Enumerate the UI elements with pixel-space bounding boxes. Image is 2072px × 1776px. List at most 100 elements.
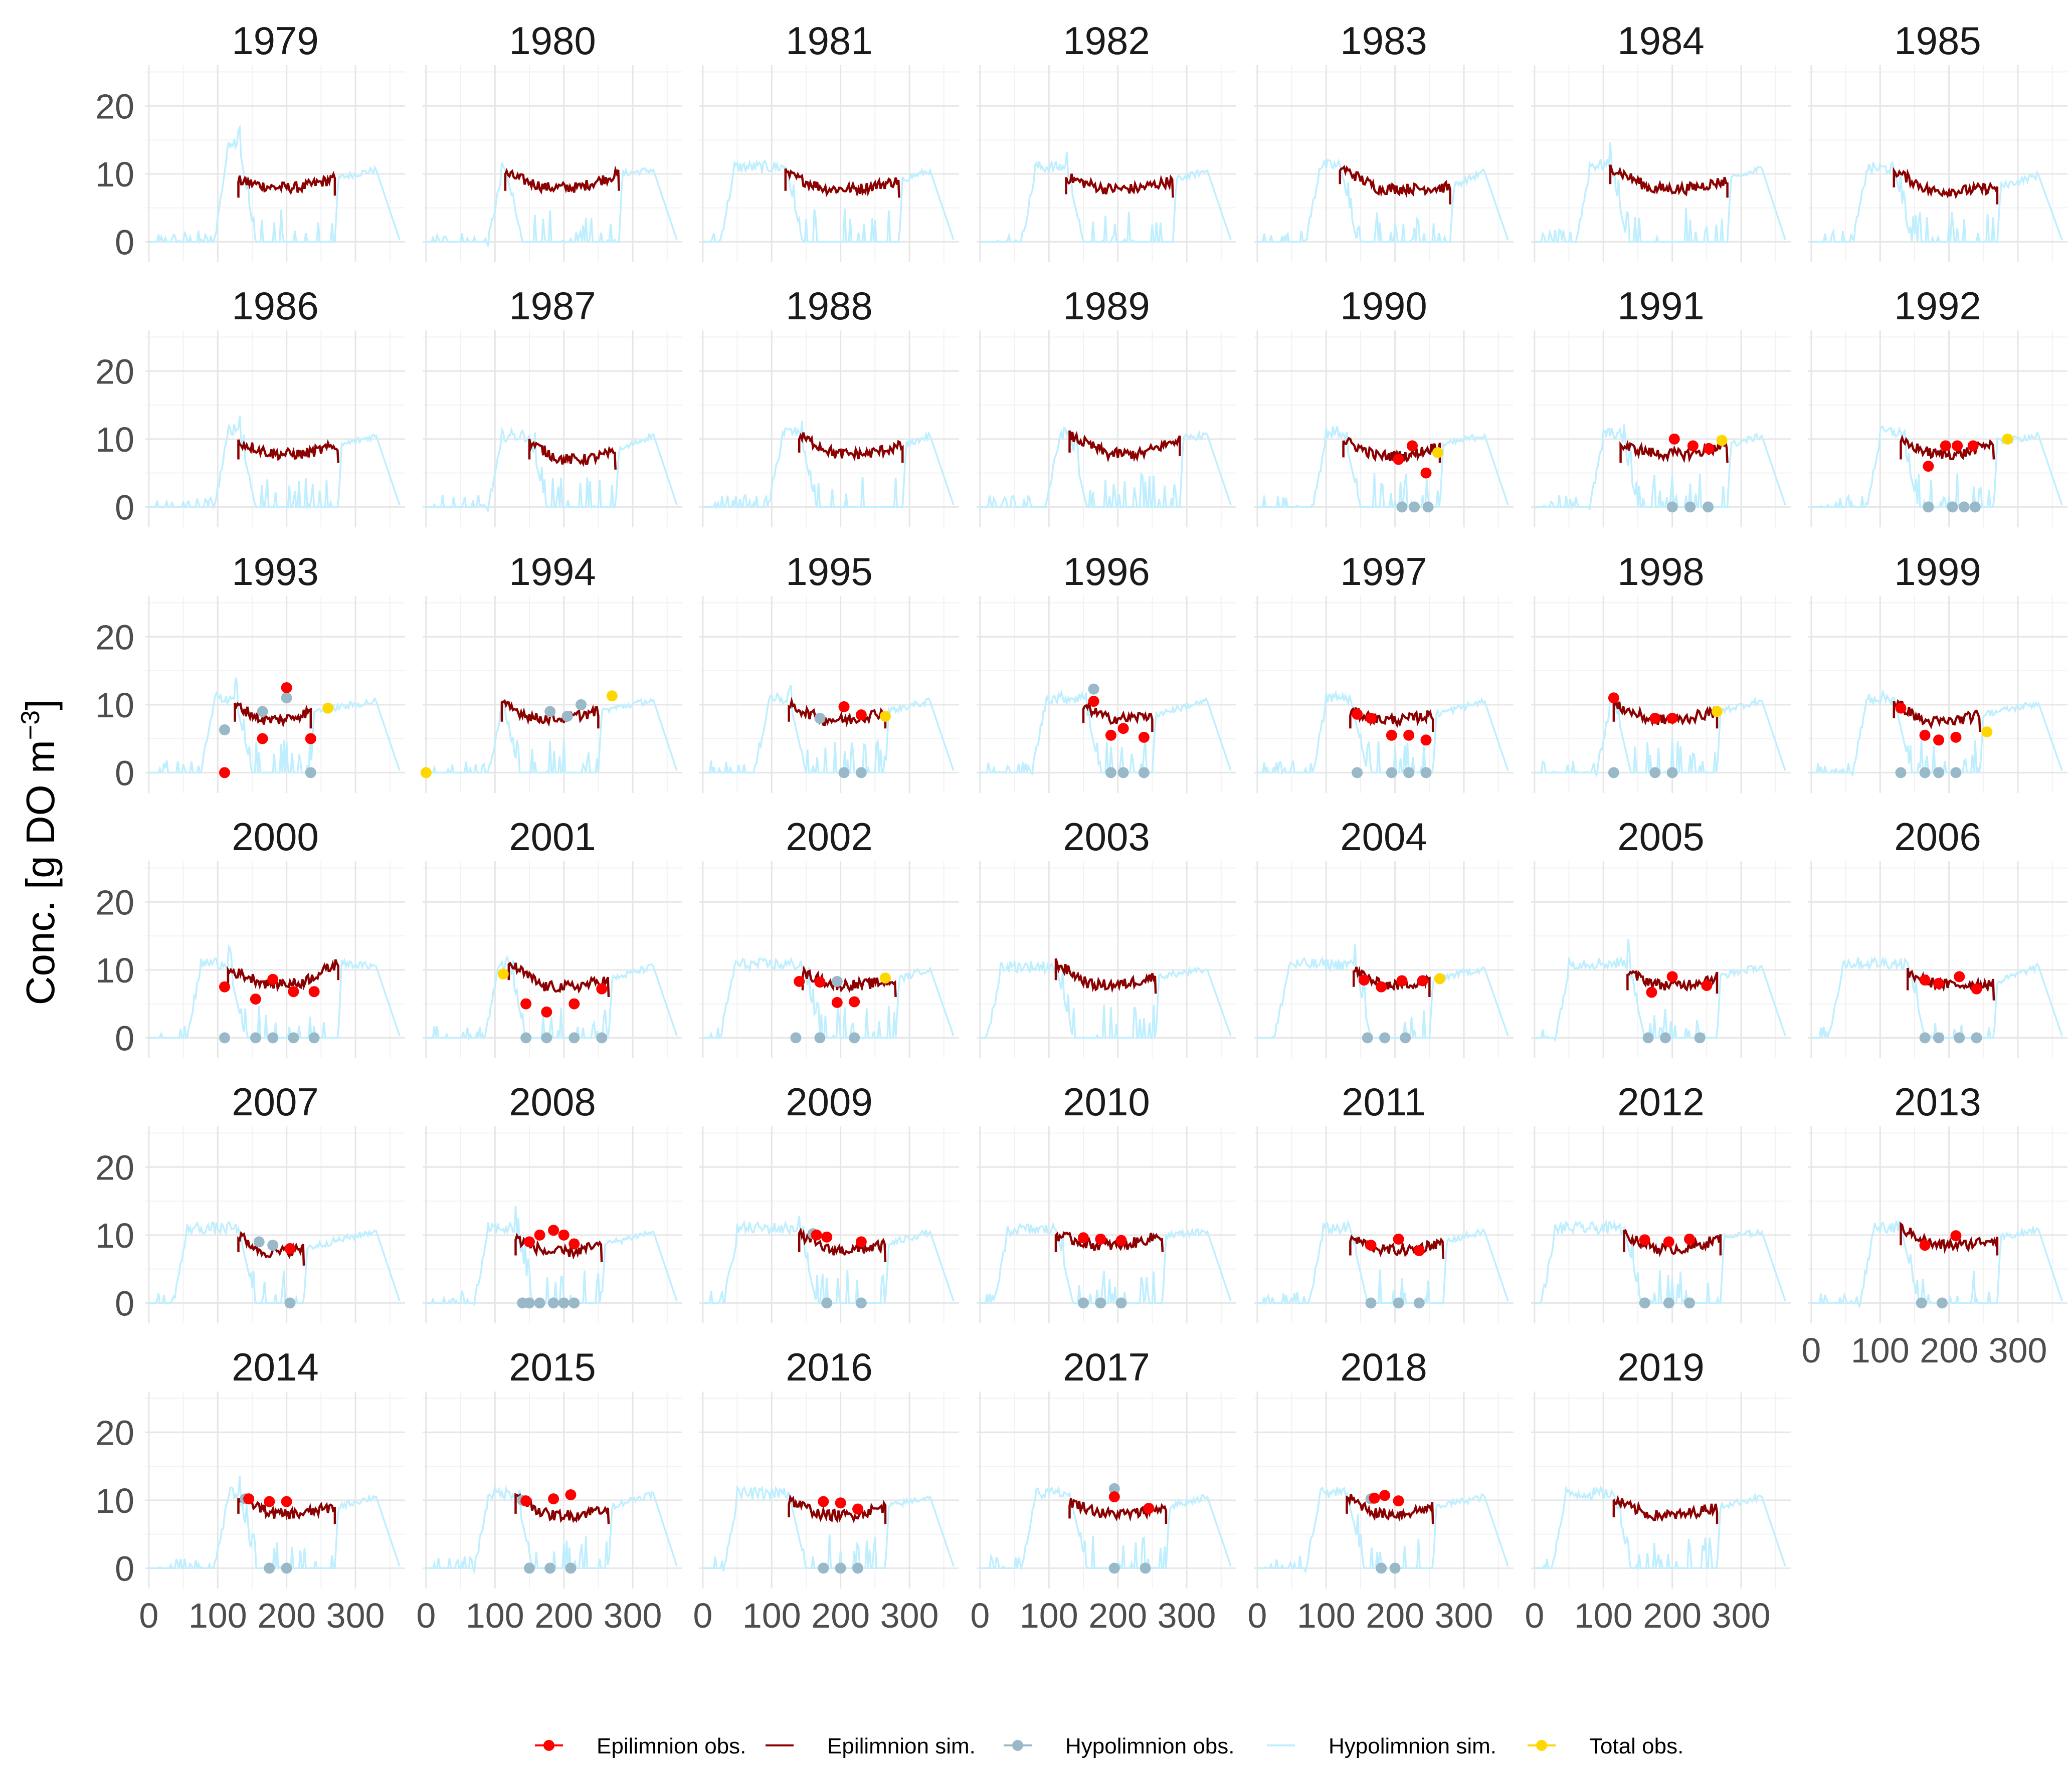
panel-grid <box>423 596 682 793</box>
epilimnion-sim-line <box>784 168 900 198</box>
epilimnion-obs-point <box>1117 723 1129 734</box>
hypolimnion-obs-point <box>267 1240 279 1251</box>
hypolimnion-obs-point <box>1694 1032 1706 1044</box>
epilimnion-obs-point <box>855 709 867 721</box>
facet-title: 1994 <box>509 549 596 594</box>
y-tick-label: 0 <box>115 1549 134 1588</box>
facet-title: 2001 <box>509 815 596 859</box>
hypolimnion-obs-point <box>1895 767 1907 778</box>
epilimnion-sim-line <box>1054 1231 1164 1252</box>
facet-panel-1992: 1992 <box>1808 284 2067 527</box>
epilimnion-sim-line <box>237 1494 336 1524</box>
panel-grid <box>977 65 1236 262</box>
total-obs-point <box>879 710 891 722</box>
facet-panel-1996: 1996 <box>977 549 1236 793</box>
hypolimnion-obs-point <box>1389 1562 1401 1574</box>
epilimnion-obs-point <box>1396 975 1408 986</box>
hypolimnion-sim-line <box>702 956 955 1040</box>
hypolimnion-obs-point <box>1376 1562 1387 1574</box>
x-tick-label: 300 <box>326 1596 385 1635</box>
hypolimnion-sim-line <box>1534 1219 1786 1306</box>
hypolimnion-obs-point <box>1386 767 1397 778</box>
epilimnion-sim-line <box>1900 434 1995 460</box>
epilimnion-sim-line <box>1082 699 1154 732</box>
hypolimnion-obs-point <box>534 1297 545 1309</box>
epilimnion-obs-point <box>1376 981 1387 993</box>
epilimnion-obs-point <box>1954 971 1965 982</box>
epilimnion-sim-line <box>1346 1494 1434 1524</box>
epilimnion-obs-point <box>288 986 299 998</box>
facet-title: 1987 <box>509 284 596 328</box>
y-axis-title-main: Conc. [g DO m <box>18 740 63 1005</box>
epilimnion-obs-point <box>821 1231 833 1243</box>
hypolimnion-obs-point <box>1923 501 1934 513</box>
facet-panel-2019: 2019 0 100 200 300 <box>1525 1345 1791 1635</box>
x-tick-label: 200 <box>811 1596 870 1635</box>
x-tick-label: 100 <box>1297 1596 1356 1635</box>
epilimnion-sim-line <box>1893 166 1999 205</box>
epilimnion-sim-line <box>1612 699 1719 729</box>
hypolimnion-sim-line <box>148 677 401 774</box>
hypolimnion-obs-point <box>1088 683 1099 695</box>
hypolimnion-obs-point <box>1642 1032 1654 1044</box>
epilimnion-sim-line <box>1893 699 1981 732</box>
epilimnion-sim-line <box>798 432 904 463</box>
hypolimnion-obs-point <box>520 1032 532 1044</box>
hypolimnion-obs-point <box>565 1562 577 1574</box>
hypolimnion-obs-point <box>308 1032 320 1044</box>
panel-grid <box>1254 861 1514 1058</box>
hypolimnion-obs-point <box>219 1032 231 1044</box>
y-tick-label: 0 <box>115 1284 134 1323</box>
hypolimnion-obs-point <box>1403 767 1415 778</box>
epilimnion-sim-line <box>1900 1222 1999 1256</box>
panel-grid <box>1808 861 2067 1058</box>
panel-grid <box>977 1392 1236 1589</box>
y-tick-label: 20 <box>95 1148 134 1187</box>
epilimnion-obs-point <box>558 1229 570 1241</box>
epilimnion-obs-point <box>565 1489 577 1500</box>
hypolimnion-sim-line <box>1811 1221 2063 1309</box>
epilimnion-obs-point <box>1115 1235 1127 1246</box>
facet-title: 1986 <box>232 284 319 328</box>
x-tick-label: 100 <box>189 1596 247 1635</box>
epilimnion-obs-point <box>520 998 532 1010</box>
hypolimnion-sim-line <box>1257 158 1509 243</box>
epilimnion-obs-point <box>1703 443 1715 454</box>
hypolimnion-sim-line <box>980 689 1232 776</box>
legend-item-epi_sim: Epilimnion sim. <box>766 1734 976 1758</box>
x-tick-label: 0 <box>1525 1596 1544 1635</box>
facet-panel-1998: 1998 <box>1531 549 1791 793</box>
x-tick-label: 0 <box>970 1596 990 1635</box>
epilimnion-sim-line <box>1906 967 1995 1001</box>
x-tick-label: 0 <box>416 1596 436 1635</box>
hypolimnion-obs-point <box>1666 767 1678 778</box>
x-tick-label: 200 <box>1920 1331 1978 1370</box>
epilimnion-obs-point <box>541 1006 552 1018</box>
epilimnion-obs-point <box>849 996 860 1008</box>
hypolimnion-sim-line <box>702 685 955 774</box>
hypolimnion-sim-line <box>1534 695 1786 778</box>
facet-panel-2013: 2013 0 100 200 300 <box>1801 1080 2067 1370</box>
epilimnion-obs-point <box>1369 1492 1380 1504</box>
y-tick-label: 0 <box>115 223 134 262</box>
hypolimnion-sim-line <box>702 1216 955 1305</box>
hypolimnion-obs-point <box>1352 767 1363 778</box>
facet-panel-1991: 1991 <box>1531 284 1791 527</box>
legend-label: Epilimnion sim. <box>827 1734 976 1758</box>
hypolimnion-obs-point <box>855 1297 867 1309</box>
facet-panel-2001: 2001 <box>423 815 682 1058</box>
hypolimnion-obs-point <box>281 1562 292 1574</box>
epilimnion-obs-point <box>520 1495 532 1507</box>
hypolimnion-sim-line <box>148 124 401 245</box>
facet-title: 1984 <box>1617 19 1705 63</box>
epilimnion-obs-point <box>1358 974 1370 986</box>
total-obs-point <box>1432 447 1443 458</box>
epilimnion-obs-point <box>1105 729 1116 741</box>
hypolimnion-obs-point <box>305 767 316 778</box>
hypolimnion-obs-point <box>1950 767 1962 778</box>
hypolimnion-obs-point <box>267 1032 279 1044</box>
epilimnion-obs-point <box>814 976 826 988</box>
panel-grid <box>1254 1392 1514 1589</box>
epilimnion-obs-point <box>1895 702 1907 714</box>
